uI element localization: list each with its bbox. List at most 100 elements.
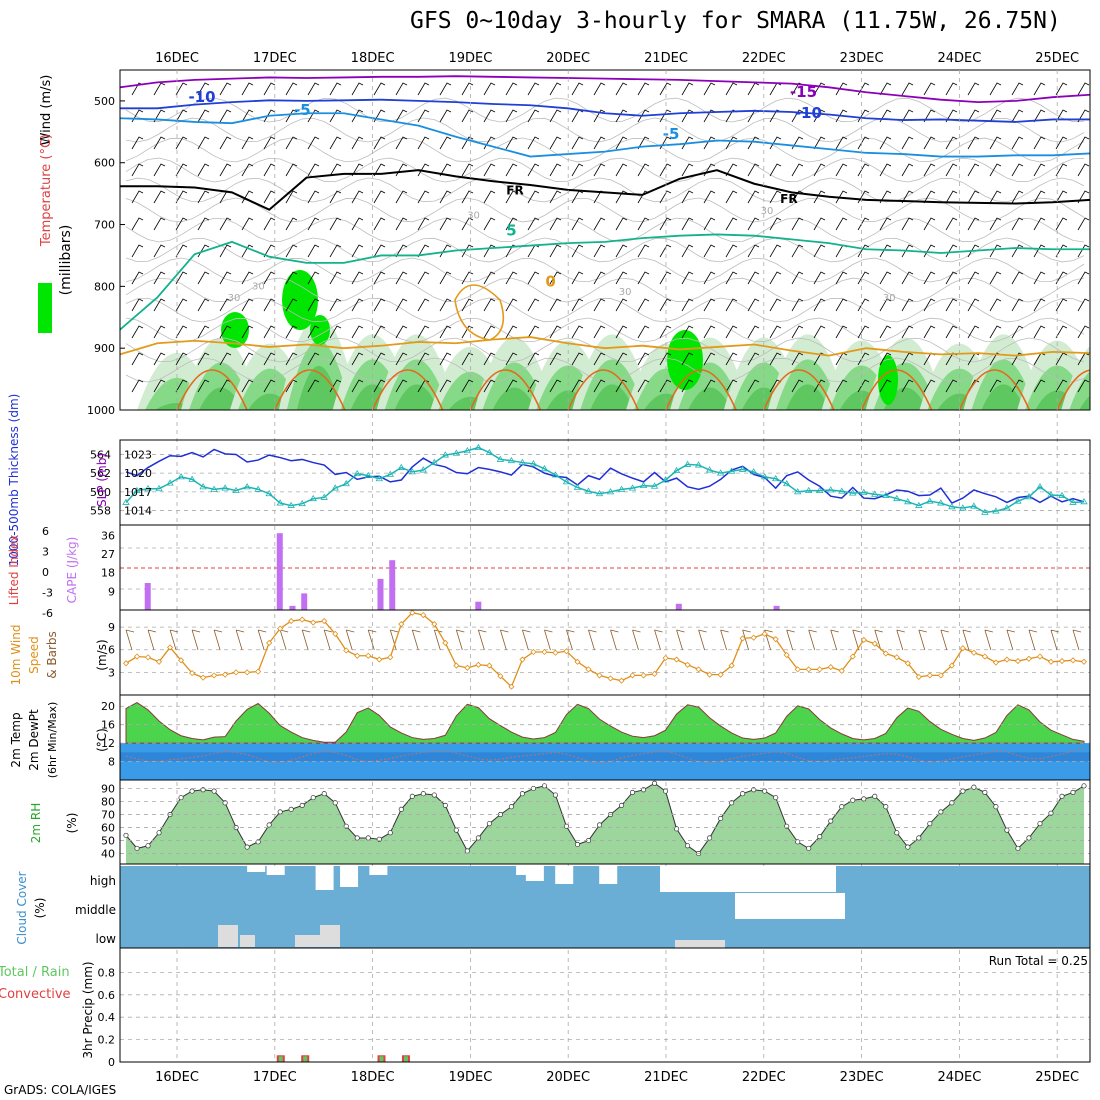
rh-contour xyxy=(125,217,1085,243)
wind-barb xyxy=(720,629,729,651)
thickness-point xyxy=(959,504,967,511)
wind-barb xyxy=(659,217,672,231)
wind-barb xyxy=(681,244,694,258)
thickness-point xyxy=(210,485,218,492)
wind-barb xyxy=(417,244,430,258)
wind-barb xyxy=(879,271,892,285)
wind-barb xyxy=(439,352,452,366)
wind-barb xyxy=(703,298,716,312)
y-tick-label-left: 6 xyxy=(42,525,49,538)
wind-barb xyxy=(945,109,958,123)
thickness-point xyxy=(915,501,923,508)
wind-barb xyxy=(373,82,386,96)
rh-point xyxy=(420,791,426,797)
isotherm--10 xyxy=(120,98,1090,123)
rh-point xyxy=(861,796,867,802)
wind-barb xyxy=(747,298,760,312)
wind-barb xyxy=(637,136,650,150)
wind-barb xyxy=(747,352,760,366)
thickness-point xyxy=(364,471,372,479)
wind-speed-point xyxy=(222,671,229,678)
wind-speed-point xyxy=(1036,653,1044,660)
wind-barb xyxy=(571,325,584,339)
precip-legend-convective: Convective xyxy=(0,987,71,1002)
rh-contour xyxy=(125,317,1085,343)
wind-barb xyxy=(879,109,892,123)
y-axis-label: 2m DewPt xyxy=(27,709,41,771)
panel-frame xyxy=(119,947,1091,1063)
thickness-point xyxy=(507,456,516,464)
cape-bar xyxy=(301,593,308,610)
cape-bar xyxy=(377,578,384,610)
wind-barb xyxy=(417,82,430,96)
wind-speed-point xyxy=(310,619,317,626)
wind-barb xyxy=(153,325,166,339)
isotherm-15 xyxy=(763,369,835,410)
wind-barb xyxy=(549,379,562,393)
wind-barb xyxy=(527,244,540,258)
wind-barb xyxy=(857,271,870,285)
wind-barb xyxy=(1011,379,1024,393)
thickness-point xyxy=(694,461,703,468)
wind-barb xyxy=(1011,109,1024,123)
wind-barb xyxy=(879,163,892,177)
wind-speed-point xyxy=(552,649,559,656)
wind-barb xyxy=(808,629,817,651)
precip-legend-total: Total / Rain xyxy=(0,965,70,980)
y-tick-label-left: 0 xyxy=(42,566,49,579)
wind-barb xyxy=(461,136,474,150)
wind-speed-point xyxy=(200,674,207,681)
wind-barb xyxy=(483,190,496,204)
wind-barb xyxy=(197,325,210,339)
wind-barb xyxy=(967,325,980,339)
wind-barb xyxy=(945,325,958,339)
y-axis-label: Speed xyxy=(27,636,41,674)
wind-barb xyxy=(241,109,254,123)
wind-barb xyxy=(351,244,364,258)
wind-speed-point xyxy=(948,662,955,669)
wind-barb xyxy=(285,190,298,204)
wind-barb xyxy=(505,379,518,393)
thickness-point xyxy=(496,455,505,462)
y-axis-label: (°C) xyxy=(95,728,109,752)
wind-speed-point xyxy=(1014,657,1021,665)
wind-barb xyxy=(417,352,430,366)
wind-barb xyxy=(725,244,738,258)
wind-barb xyxy=(285,136,298,150)
wind-barb xyxy=(593,136,606,150)
wind-speed-point xyxy=(519,656,526,663)
rh-point xyxy=(123,832,129,838)
wind-barb xyxy=(549,217,562,231)
thickness-point xyxy=(970,502,978,509)
rh-point xyxy=(409,793,415,799)
wind-barb xyxy=(901,190,914,204)
wind-barb xyxy=(131,352,144,366)
wind-barb xyxy=(417,109,430,123)
wind-barb xyxy=(329,325,342,339)
rh-point xyxy=(574,841,581,848)
y-tick-label: 50 xyxy=(101,835,115,848)
rh-point xyxy=(134,845,140,851)
wind-barb xyxy=(571,217,584,231)
rh-contour xyxy=(125,197,1085,223)
rh-area xyxy=(296,365,341,410)
wind-barb xyxy=(477,629,487,651)
high-cloud-block xyxy=(660,866,836,892)
precip-rain-bar xyxy=(303,1056,308,1062)
wind-barb xyxy=(923,217,936,231)
rh-point xyxy=(486,821,492,827)
wind-barb xyxy=(505,163,518,177)
thickness-point xyxy=(1069,498,1077,505)
wind-barb xyxy=(373,244,386,258)
thickness-point xyxy=(981,508,989,515)
wind-speed-point xyxy=(629,672,636,679)
wind-barb xyxy=(527,163,540,177)
wind-barb xyxy=(219,217,232,231)
wind-barb xyxy=(197,298,210,312)
wind-barb xyxy=(571,298,584,312)
y-axis-label: 2m Temp xyxy=(9,712,23,767)
wind-barb xyxy=(593,298,606,312)
wind-barb xyxy=(962,629,971,651)
wind-barb xyxy=(373,163,386,177)
wind-barb xyxy=(791,244,804,258)
